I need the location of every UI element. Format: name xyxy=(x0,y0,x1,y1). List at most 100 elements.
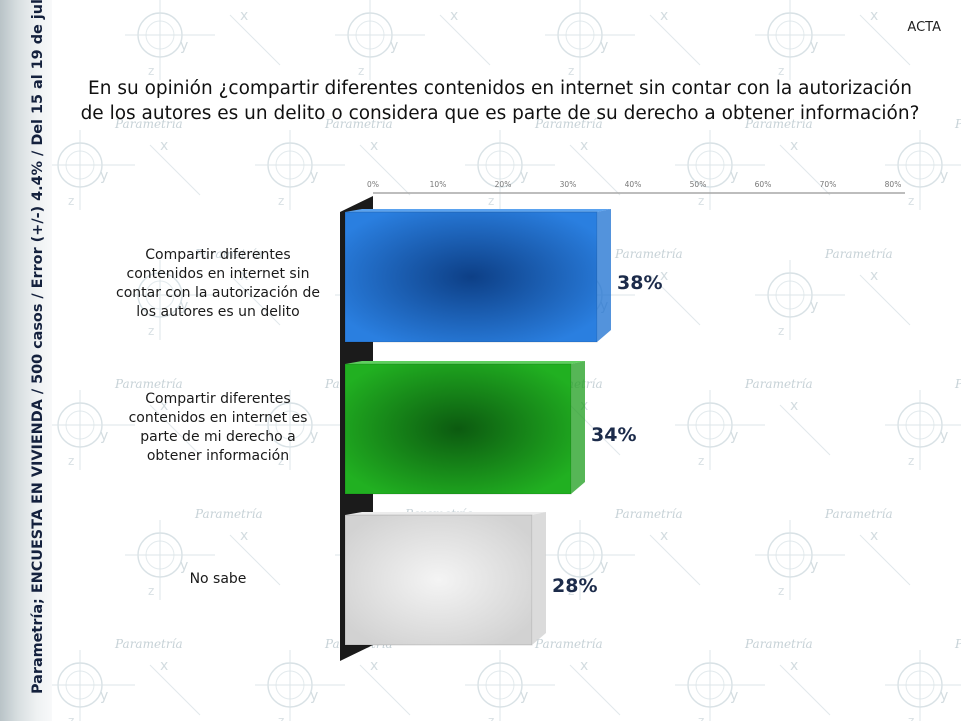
svg-text:y: y xyxy=(180,298,188,314)
acta-label: ACTA xyxy=(907,20,941,35)
svg-text:y: y xyxy=(310,688,318,704)
svg-text:y: y xyxy=(310,168,318,184)
svg-text:Parametría: Parametría xyxy=(954,117,961,131)
bar-delito-front xyxy=(344,211,598,343)
svg-text:x: x xyxy=(370,138,378,154)
svg-text:y: y xyxy=(100,168,108,184)
bar-no-sabe-top xyxy=(345,512,546,515)
svg-text:Parametría: Parametría xyxy=(614,247,683,261)
svg-text:z: z xyxy=(568,584,574,598)
svg-text:x: x xyxy=(580,138,588,154)
data-label: 38% xyxy=(617,272,662,294)
svg-text:Parametría: Parametría xyxy=(534,637,603,651)
bar-no-sabe: 28% xyxy=(344,512,597,646)
svg-text:Parametría: Parametría xyxy=(114,637,183,651)
x-tick-label: 20% xyxy=(495,180,512,189)
svg-text:z: z xyxy=(698,714,704,721)
x-tick-label: 40% xyxy=(625,180,642,189)
svg-text:x: x xyxy=(240,8,248,24)
svg-text:y: y xyxy=(940,428,948,444)
data-label: 28% xyxy=(552,575,597,597)
data-label: 34% xyxy=(591,424,636,446)
svg-text:y: y xyxy=(810,558,818,574)
svg-text:y: y xyxy=(730,428,738,444)
svg-text:y: y xyxy=(310,428,318,444)
svg-text:y: y xyxy=(180,38,188,54)
svg-text:z: z xyxy=(148,584,154,598)
svg-text:Parametría: Parametría xyxy=(614,507,683,521)
bar-derecho-side xyxy=(571,361,585,494)
svg-text:Parametría: Parametría xyxy=(114,117,183,131)
svg-text:y: y xyxy=(940,688,948,704)
svg-text:z: z xyxy=(778,64,784,78)
svg-text:z: z xyxy=(488,194,494,208)
svg-text:x: x xyxy=(790,138,798,154)
svg-text:Parametría: Parametría xyxy=(744,377,813,391)
svg-text:x: x xyxy=(240,528,248,544)
svg-text:Parametría: Parametría xyxy=(954,637,961,651)
bar-delito: 38% xyxy=(344,209,662,343)
svg-text:Parametría: Parametría xyxy=(194,247,263,261)
svg-text:y: y xyxy=(810,38,818,54)
x-tick-label: 0% xyxy=(367,180,379,189)
category-label-no-sabe: No sabe xyxy=(189,571,247,587)
bar-no-sabe-side xyxy=(532,512,546,645)
svg-text:x: x xyxy=(660,268,668,284)
category-label-delito: Compartir diferentes contenidos en inter… xyxy=(116,247,320,320)
svg-text:x: x xyxy=(370,658,378,674)
svg-text:Parametría: Parametría xyxy=(824,507,893,521)
svg-text:z: z xyxy=(148,324,154,338)
svg-text:z: z xyxy=(278,194,284,208)
svg-text:x: x xyxy=(160,398,168,414)
svg-text:x: x xyxy=(660,8,668,24)
x-tick-label: 10% xyxy=(430,180,447,189)
svg-text:z: z xyxy=(908,194,914,208)
svg-text:Parametría: Parametría xyxy=(404,0,473,1)
svg-text:x: x xyxy=(160,138,168,154)
svg-text:Parametría: Parametría xyxy=(744,117,813,131)
svg-text:x: x xyxy=(580,658,588,674)
svg-text:z: z xyxy=(568,64,574,78)
svg-text:z: z xyxy=(68,714,74,721)
svg-text:Parametría: Parametría xyxy=(194,507,263,521)
svg-text:y: y xyxy=(180,558,188,574)
svg-text:y: y xyxy=(520,688,528,704)
x-tick-label: 30% xyxy=(560,180,577,189)
svg-text:z: z xyxy=(68,454,74,468)
svg-text:Parametría: Parametría xyxy=(824,247,893,261)
svg-text:x: x xyxy=(870,268,878,284)
svg-text:z: z xyxy=(698,454,704,468)
svg-text:x: x xyxy=(450,8,458,24)
svg-text:y: y xyxy=(600,38,608,54)
svg-text:Parametría: Parametría xyxy=(194,0,263,1)
svg-text:y: y xyxy=(730,688,738,704)
svg-text:x: x xyxy=(790,658,798,674)
svg-text:Parametría: Parametría xyxy=(824,0,893,1)
svg-text:y: y xyxy=(730,168,738,184)
svg-text:Parametría: Parametría xyxy=(744,637,813,651)
category-label-derecho: Compartir diferentes contenidos en inter… xyxy=(128,391,308,464)
svg-text:Parametría: Parametría xyxy=(954,377,961,391)
svg-text:z: z xyxy=(698,194,704,208)
x-tick-label: 80% xyxy=(885,180,902,189)
svg-text:z: z xyxy=(148,64,154,78)
bar-derecho-front xyxy=(344,363,572,495)
left-decorative-strip xyxy=(0,0,52,721)
svg-text:z: z xyxy=(778,584,784,598)
svg-text:z: z xyxy=(908,714,914,721)
survey-question-title: En su opinión ¿compartir diferentes cont… xyxy=(80,78,920,124)
bar-no-sabe-front xyxy=(344,514,533,646)
svg-text:Parametría: Parametría xyxy=(614,0,683,1)
x-tick-label: 60% xyxy=(755,180,772,189)
svg-text:x: x xyxy=(160,658,168,674)
svg-text:x: x xyxy=(660,528,668,544)
svg-text:z: z xyxy=(488,714,494,721)
svg-text:x: x xyxy=(870,8,878,24)
svg-text:z: z xyxy=(358,64,364,78)
svg-text:z: z xyxy=(68,194,74,208)
svg-text:x: x xyxy=(870,528,878,544)
svg-text:Parametría: Parametría xyxy=(114,377,183,391)
svg-text:z: z xyxy=(278,714,284,721)
bar-derecho-top xyxy=(345,361,585,364)
